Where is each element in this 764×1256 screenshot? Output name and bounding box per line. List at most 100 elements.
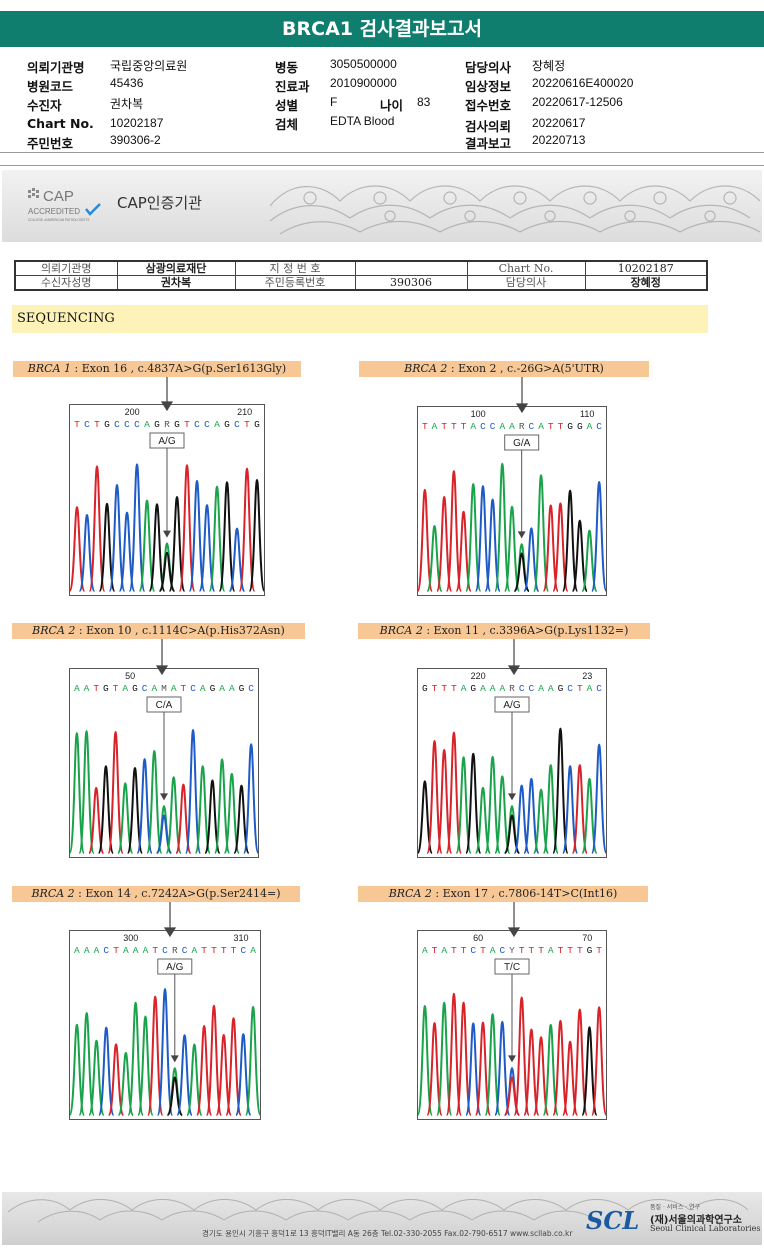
trace-peak [138, 499, 156, 592]
trace-peak [523, 777, 540, 854]
base-letter: A [480, 683, 486, 694]
chromatogram-4: 220 23 G T T T A G A A A R C C A A G C T A C A/G [417, 668, 607, 858]
doctor-value: 장혜정 [532, 59, 566, 73]
trace-peak [474, 786, 492, 854]
base-letter: A [490, 683, 496, 694]
variant-call: A/G [166, 962, 183, 973]
base-letter: T [441, 683, 447, 694]
trace-peak [465, 752, 482, 854]
trace-peak [513, 784, 530, 854]
base-position: 100 [471, 409, 486, 419]
base-letter: G [587, 945, 593, 956]
base-letter: C [84, 419, 90, 430]
base-letter: C [162, 945, 168, 956]
base-letter: R [519, 421, 525, 432]
trace-peak [176, 1034, 193, 1116]
gene-name: BRCA 2 [31, 887, 75, 900]
age-label: 나이 [380, 98, 404, 113]
base-letter: A [432, 421, 438, 432]
base-letter: G [224, 419, 230, 430]
trace-peak [146, 750, 163, 854]
base-letter: G [154, 419, 160, 430]
base-letter: A [499, 683, 505, 694]
trace-peak [88, 465, 106, 592]
table-cell: 담당의사 [466, 275, 586, 291]
chromatogram-6: 60 70 A T A T T C T A C Y T T T A T T T G T T/C [417, 930, 607, 1120]
trace-peak [513, 996, 530, 1116]
trace-peak [248, 479, 264, 592]
table-cell: 권차복 [116, 275, 236, 291]
variant-text: : Exon 14 , c.7242A>G(p.Ser2414=) [74, 887, 281, 900]
trace-peak [532, 1036, 550, 1116]
variant-text: : Exon 17 , c.7806-14T>C(Int16) [431, 887, 618, 900]
trace-peak [146, 995, 164, 1116]
trace-peak [184, 729, 202, 854]
panel-label-4: BRCA 2 : Exon 11 , c.3396A>G(p.Lys1132=) [358, 623, 650, 639]
table-cell [354, 260, 468, 276]
sex-label: 성별 [275, 98, 299, 113]
base-letter: A [214, 419, 220, 430]
base-position: 60 [473, 933, 483, 943]
trace-peak [581, 777, 598, 854]
trace-peak [474, 1021, 492, 1116]
pointer-arrow-icon [517, 531, 526, 539]
chart-no-label: Chart No. [27, 116, 94, 131]
trace-peak [532, 474, 550, 592]
trace-peak [88, 1039, 105, 1116]
base-letter: T [461, 421, 467, 432]
panel-label-1: BRCA 1 : Exon 16 , c.4837A>G(p.Ser1613Gl… [13, 361, 301, 377]
chromatogram-svg: 50A A T G T A G C A M A T C A G A A G CC/A [70, 671, 258, 854]
base-letter: T [558, 945, 564, 956]
trace-peak [223, 772, 241, 854]
base-letter: G [210, 683, 216, 694]
base-letter: T [244, 419, 250, 430]
base-letter: C [470, 945, 476, 956]
trace-peak [571, 1008, 589, 1116]
trace-peak [97, 1026, 115, 1116]
base-letter: T [538, 945, 544, 956]
base-letter: T [231, 945, 237, 956]
base-letter: T [451, 421, 457, 432]
trace-peak [198, 504, 216, 592]
base-letter: G [103, 683, 109, 694]
receipt-no-value: 20220617-12506 [532, 95, 623, 109]
ward-value: 3050500000 [330, 57, 397, 71]
trace-peak [118, 511, 136, 592]
gene-name: BRCA 2 [32, 624, 76, 637]
trace-peak [590, 480, 606, 592]
base-letter: T [422, 421, 428, 432]
pointer-arrow-icon [508, 1055, 516, 1063]
gene-name: BRCA 2 [379, 624, 423, 637]
chromatogram-1: 200 210 T C T G C C C A G R G T C C A G C T G A/G [69, 404, 265, 596]
trace-peak [188, 479, 206, 592]
cloud-pattern-icon [270, 185, 760, 235]
resident-no-label: 주민번호 [27, 136, 74, 151]
trace-peak [70, 732, 86, 854]
base-letter: G [567, 421, 573, 432]
base-letter: C [190, 683, 196, 694]
base-letter: C [134, 419, 140, 430]
trace-peak [126, 766, 144, 854]
trace-peak [590, 743, 606, 854]
hospital-code-value: 45436 [110, 76, 144, 90]
trace-peak [455, 1001, 472, 1116]
trace-peak [542, 764, 559, 854]
trace-peak [435, 1001, 453, 1116]
base-position: 310 [233, 933, 248, 943]
trace-peak [571, 764, 589, 854]
base-letter: C [567, 683, 573, 694]
trace-peak [165, 776, 182, 854]
base-letter: A [84, 945, 90, 956]
department-label: 진료과 [275, 79, 310, 94]
base-letter: A [587, 683, 593, 694]
recipient-label: 수진자 [27, 98, 62, 113]
trace-peak [194, 765, 211, 854]
trace-peak [244, 1005, 260, 1116]
trace-peak [98, 502, 116, 592]
base-letter: T [201, 945, 207, 956]
base-letter: T [529, 945, 535, 956]
base-letter: C [596, 421, 602, 432]
chromatogram-5: 300 310 A A A C T A A A T C R C A T T T T C A A/G [69, 930, 261, 1120]
base-letter: A [548, 683, 554, 694]
